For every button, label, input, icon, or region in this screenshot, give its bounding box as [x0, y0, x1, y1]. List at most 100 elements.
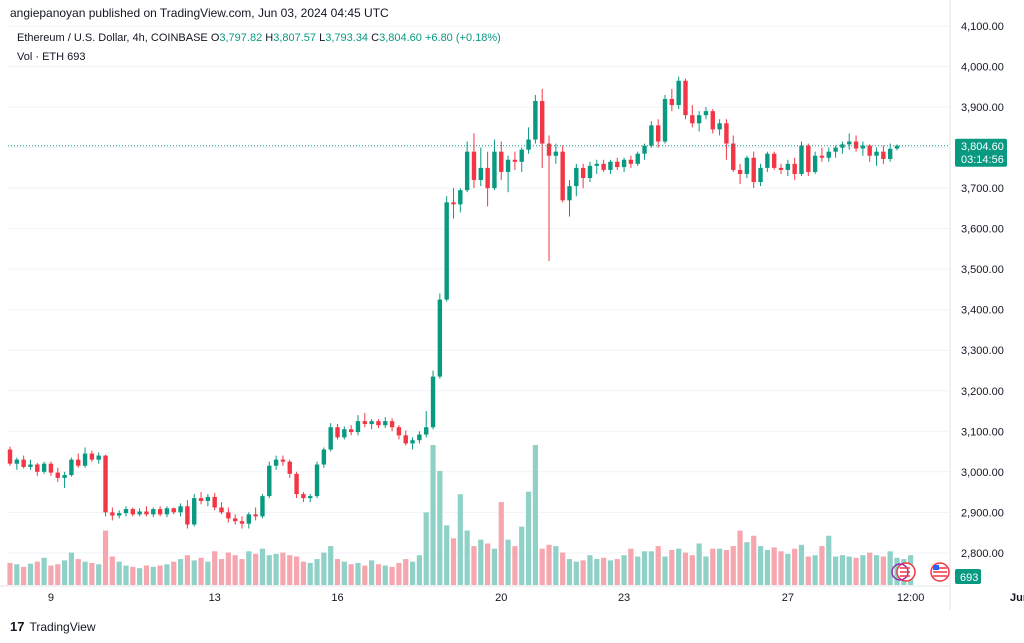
- candle: [744, 155, 750, 179]
- volume-bar: [266, 555, 272, 585]
- candle: [232, 514, 238, 525]
- symbol-name: Ethereum / U.S. Dollar, 4h, COINBASE: [17, 32, 208, 44]
- time-tick-label: 27: [782, 592, 794, 604]
- candle: [881, 145, 886, 164]
- candle: [765, 151, 770, 172]
- candle: [342, 426, 347, 440]
- volume-bar: [27, 563, 34, 585]
- volume-bar: [321, 552, 327, 585]
- volume-bar: [676, 548, 682, 585]
- volume-bar: [96, 564, 102, 585]
- candle: [649, 121, 654, 148]
- price-tick-label: 3,300.00: [961, 345, 1004, 357]
- volume-bar: [171, 561, 177, 585]
- publish-header: angiepanoyan published on TradingView.co…: [10, 6, 389, 20]
- candle: [540, 88, 545, 168]
- volume-bar: [396, 562, 402, 585]
- volume-bar: [819, 546, 825, 585]
- volume-bar: [191, 560, 197, 585]
- candle: [21, 455, 26, 469]
- volume-bar: [867, 552, 873, 585]
- candlesticks: [7, 76, 900, 529]
- candle: [410, 437, 415, 450]
- candle: [587, 161, 593, 183]
- volume-bar: [450, 538, 457, 585]
- candle: [376, 419, 381, 429]
- candle: [731, 135, 736, 172]
- candle: [662, 94, 668, 144]
- bar-countdown-text: 03:14:56: [961, 154, 1004, 166]
- time-tick-label: 12:00: [897, 592, 925, 604]
- candle: [642, 143, 647, 160]
- volume-bar: [218, 559, 225, 585]
- volume-bar: [389, 566, 395, 585]
- candle: [89, 450, 95, 462]
- volume-bar: [89, 562, 95, 585]
- volume-bar: [205, 561, 211, 585]
- candle: [853, 135, 859, 152]
- candle: [867, 144, 872, 162]
- candle: [430, 370, 436, 430]
- candle: [451, 188, 456, 219]
- volume-bar: [717, 548, 723, 585]
- flag-icon-2[interactable]: [930, 562, 950, 582]
- volume-bar: [293, 556, 300, 585]
- volume-bar: [662, 556, 668, 585]
- brand-footer: 17 TradingView: [10, 619, 96, 634]
- candle: [526, 127, 531, 154]
- candle: [96, 452, 101, 464]
- volume-bar: [253, 553, 259, 585]
- candle: [321, 447, 327, 468]
- volume-bar: [157, 565, 163, 585]
- volume-bar: [648, 551, 654, 585]
- volume-bar: [150, 566, 156, 585]
- candle: [458, 188, 463, 213]
- candle: [7, 446, 13, 466]
- candle: [847, 133, 852, 150]
- candle: [82, 447, 88, 468]
- candle: [553, 143, 559, 164]
- price-axis: 4,100.004,000.003,900.003,800.003,700.00…: [961, 21, 1004, 560]
- candle: [737, 163, 743, 185]
- volume-bar: [41, 557, 47, 585]
- candle: [192, 494, 197, 527]
- candle: [164, 506, 170, 518]
- volume-bar: [505, 539, 511, 585]
- candle: [505, 155, 511, 193]
- candle: [116, 510, 122, 519]
- volume-bar: [273, 553, 279, 585]
- volume-bar: [580, 560, 586, 585]
- low-label: L: [319, 32, 326, 44]
- volume-bar: [601, 557, 607, 585]
- change-value: +6.80 (+0.18%): [424, 32, 501, 44]
- flag-icon-1[interactable]: [891, 562, 916, 582]
- volume-bar: [109, 556, 115, 585]
- price-tick-label: 3,100.00: [961, 426, 1004, 438]
- close-label: C: [371, 32, 380, 44]
- volume-bar: [614, 559, 620, 585]
- candle: [151, 507, 156, 518]
- candle: [690, 105, 695, 128]
- candle: [253, 507, 258, 521]
- candle: [383, 417, 388, 429]
- candle: [826, 147, 831, 162]
- candle: [806, 143, 811, 176]
- volume-bar: [68, 552, 75, 585]
- volume-bar: [14, 564, 20, 585]
- candle: [717, 119, 722, 136]
- price-tick-label: 2,800.00: [961, 548, 1004, 560]
- candle: [28, 459, 33, 470]
- volume-bar: [655, 546, 661, 585]
- price-tick-label: 3,200.00: [961, 386, 1004, 398]
- candle: [608, 159, 613, 174]
- candle: [130, 507, 136, 517]
- volume-bar: [403, 559, 409, 585]
- volume-bar: [805, 556, 811, 585]
- candle: [512, 151, 518, 170]
- price-tick-label: 3,900.00: [961, 102, 1004, 114]
- volume-bar: [471, 546, 477, 585]
- candle: [567, 180, 572, 217]
- candle: [874, 147, 879, 166]
- candle: [41, 461, 47, 474]
